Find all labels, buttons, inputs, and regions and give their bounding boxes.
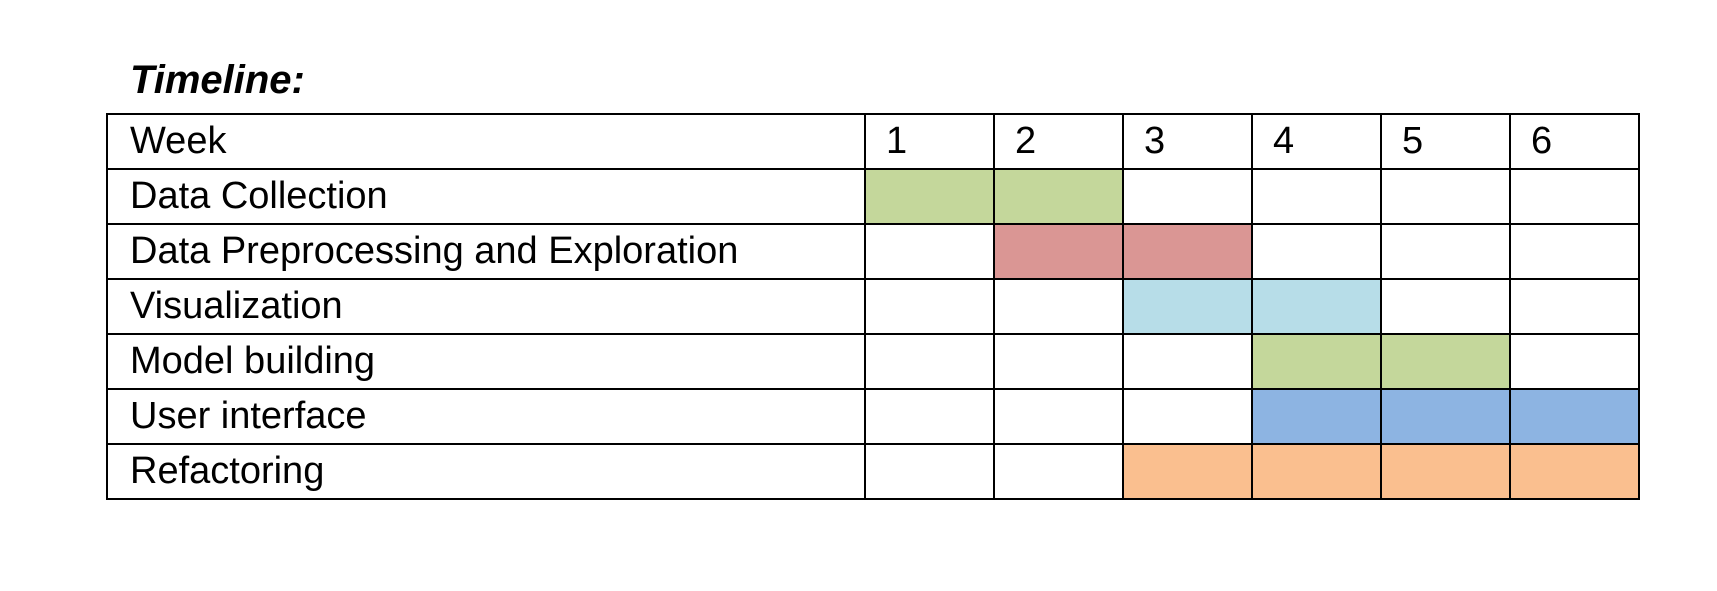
timeline-empty-cell (1509, 278, 1640, 335)
week-number-4: 4 (1251, 113, 1382, 170)
timeline-bar-cell (993, 168, 1124, 225)
timeline-bar-cell (993, 223, 1124, 280)
timeline-empty-cell (1122, 388, 1253, 445)
task-name: Data Collection (106, 168, 866, 225)
timeline-empty-cell (993, 443, 1124, 500)
timeline-empty-cell (864, 223, 995, 280)
timeline-bar-cell (1251, 443, 1382, 500)
task-row: User interface (106, 388, 1640, 445)
task-name: Visualization (106, 278, 866, 335)
timeline-empty-cell (1509, 168, 1640, 225)
task-name: Refactoring (106, 443, 866, 500)
task-name: User interface (106, 388, 866, 445)
timeline-title: Timeline: (130, 58, 305, 102)
timeline-bar-cell (1251, 388, 1382, 445)
timeline-bar-cell (1122, 443, 1253, 500)
task-row: Visualization (106, 278, 1640, 335)
week-number-3: 3 (1122, 113, 1253, 170)
timeline-bar-cell (1122, 278, 1253, 335)
timeline-empty-cell (993, 278, 1124, 335)
task-row: Model building (106, 333, 1640, 390)
timeline-empty-cell (1380, 278, 1511, 335)
week-number-2: 2 (993, 113, 1124, 170)
timeline-bar-cell (1122, 223, 1253, 280)
header-row: Week 1 2 3 4 5 6 (106, 113, 1640, 170)
task-row: Data Collection (106, 168, 1640, 225)
timeline-empty-cell (1509, 333, 1640, 390)
week-number-6: 6 (1509, 113, 1640, 170)
timeline-bar-cell (1380, 388, 1511, 445)
task-row: Refactoring (106, 443, 1640, 500)
timeline-bar-cell (1251, 278, 1382, 335)
task-row: Data Preprocessing and Exploration (106, 223, 1640, 280)
timeline-bar-cell (1509, 388, 1640, 445)
timeline-empty-cell (1509, 223, 1640, 280)
timeline-empty-cell (1251, 223, 1382, 280)
task-name: Data Preprocessing and Exploration (106, 223, 866, 280)
week-number-1: 1 (864, 113, 995, 170)
timeline-empty-cell (1380, 223, 1511, 280)
timeline-empty-cell (864, 443, 995, 500)
timeline-bar-cell (1251, 333, 1382, 390)
timeline-empty-cell (864, 278, 995, 335)
timeline-bar-cell (1380, 443, 1511, 500)
timeline-empty-cell (864, 333, 995, 390)
timeline-empty-cell (993, 333, 1124, 390)
timeline-empty-cell (993, 388, 1124, 445)
timeline-empty-cell (1122, 333, 1253, 390)
timeline-bar-cell (864, 168, 995, 225)
timeline-bar-cell (1380, 333, 1511, 390)
week-number-5: 5 (1380, 113, 1511, 170)
timeline-empty-cell (864, 388, 995, 445)
timeline-empty-cell (1380, 168, 1511, 225)
task-name: Model building (106, 333, 866, 390)
timeline-table: Week 1 2 3 4 5 6 Data Collection Data Pre… (106, 113, 1640, 500)
timeline-empty-cell (1122, 168, 1253, 225)
timeline-bar-cell (1509, 443, 1640, 500)
header-week-label: Week (106, 113, 866, 170)
timeline-empty-cell (1251, 168, 1382, 225)
